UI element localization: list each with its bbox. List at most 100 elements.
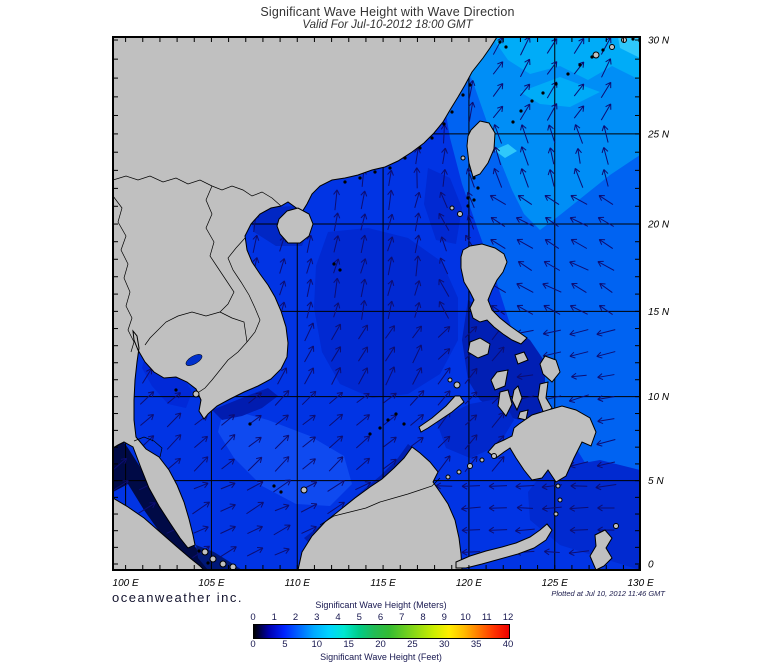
feet-tick-label: 25 (407, 639, 418, 650)
wave-direction-arrow (438, 278, 450, 297)
sea-wave-height-band (424, 168, 462, 244)
wave-direction-arrow (542, 329, 561, 337)
wave-direction-arrow (301, 525, 317, 534)
wave-direction-arrow (383, 458, 397, 470)
small-island (229, 563, 237, 570)
small-island (449, 205, 455, 211)
wave-direction-arrow (516, 504, 533, 512)
islet-speck (174, 388, 178, 392)
plotted-timestamp: Plotted at Jul 10, 2012 11:46 GMT (551, 589, 665, 598)
wave-direction-arrow (601, 169, 609, 187)
wave-direction-arrow (360, 234, 368, 254)
wave-direction-arrow (569, 260, 589, 271)
islet-speck (272, 484, 276, 488)
wave-direction-arrow (279, 258, 287, 274)
wave-direction-arrow (193, 525, 209, 534)
wave-direction-arrow (573, 124, 584, 144)
wave-direction-arrow (517, 260, 532, 271)
feet-tick-label: 40 (502, 639, 514, 650)
land-mindoro (467, 337, 491, 359)
wave-direction-arrow (601, 146, 609, 165)
sea-wave-height-band (212, 388, 278, 420)
wave-direction-arrow (360, 213, 368, 231)
land-luzon (460, 243, 528, 345)
wave-direction-arrow (383, 436, 397, 448)
islet-speck (386, 418, 390, 422)
land-hainan (276, 207, 314, 244)
wave-direction-arrow (490, 238, 506, 249)
wave-direction-arrow (543, 260, 561, 271)
wave-direction-arrow (329, 391, 344, 405)
wave-direction-arrow (387, 236, 395, 252)
wave-direction-arrow (220, 481, 236, 490)
wave-direction-arrow (414, 191, 422, 208)
wave-direction-arrow (596, 461, 616, 469)
wave-direction-arrow (519, 83, 531, 97)
wave-direction-arrow (492, 105, 504, 119)
meters-tick-label: 8 (420, 612, 426, 623)
wave-direction-arrow (599, 282, 613, 293)
wave-direction-arrow (569, 351, 589, 359)
oceanweather-logo: oceanweather inc. (112, 590, 244, 605)
wave-direction-arrow (519, 103, 531, 121)
wave-direction-arrow (515, 482, 535, 490)
wave-direction-arrow (461, 526, 481, 534)
lon-axis-label: 100 E (113, 578, 139, 589)
country-border (133, 436, 163, 458)
lat-axis-label: 15 N (648, 307, 670, 318)
wave-direction-arrow (413, 167, 421, 189)
lat-axis-label: 5 N (648, 476, 664, 487)
feet-tick-label: 30 (438, 639, 450, 650)
wave-direction-arrow (569, 216, 589, 227)
islet-speck (248, 422, 252, 426)
wave-direction-arrow (409, 390, 425, 406)
wave-direction-arrow (547, 124, 556, 144)
small-island (209, 555, 217, 563)
feet-tick-label: 20 (375, 639, 386, 650)
wave-direction-arrow (333, 302, 341, 318)
wave-direction-arrow (193, 456, 209, 472)
wave-direction-arrow (490, 216, 506, 227)
wave-direction-arrow (493, 146, 502, 166)
wave-direction-arrow (414, 255, 421, 277)
wave-direction-arrow (220, 503, 236, 512)
wave-direction-arrow (248, 436, 262, 448)
wave-direction-arrow (166, 412, 182, 428)
wave-direction-arrow (569, 526, 589, 534)
feet-tick-label: 10 (311, 639, 323, 650)
wave-direction-arrow (304, 322, 315, 342)
land-sumatra (113, 497, 205, 570)
wave-direction-arrow (464, 391, 478, 405)
islet-speck (590, 55, 594, 59)
wave-direction-arrow (519, 168, 529, 188)
islet-speck (472, 176, 476, 180)
small-island (491, 453, 497, 459)
islet-speck (368, 432, 372, 436)
map-frame (112, 36, 641, 571)
meters-tick-label: 2 (292, 612, 299, 623)
wave-direction-arrow (464, 367, 478, 384)
sea-wave-height-band (314, 228, 458, 398)
wave-direction-arrow (274, 390, 290, 406)
colorbar-meters-caption: Significant Wave Height (Meters) (315, 600, 447, 610)
feet-tick-label: 0 (250, 639, 256, 650)
wave-direction-arrow (597, 417, 615, 425)
islet-speck (373, 170, 377, 174)
wave-direction-arrow (356, 392, 370, 404)
land-masses (113, 37, 635, 570)
wave-direction-arrow (333, 189, 340, 211)
wave-direction-arrow (385, 346, 396, 362)
wave-direction-arrow (600, 103, 612, 121)
wave-direction-arrow (302, 458, 316, 470)
sea-wave-height-band (218, 408, 352, 506)
wave-direction-arrow (331, 366, 342, 385)
wave-direction-arrow (385, 366, 396, 386)
wave-direction-arrow (544, 238, 560, 249)
islet-speck (418, 146, 422, 150)
small-island (621, 37, 627, 43)
wave-direction-arrow (441, 169, 448, 187)
wave-direction-arrow (516, 373, 534, 380)
wave-direction-arrow (568, 549, 590, 557)
wave-direction-arrow (517, 194, 533, 205)
wave-direction-arrow (219, 546, 237, 558)
